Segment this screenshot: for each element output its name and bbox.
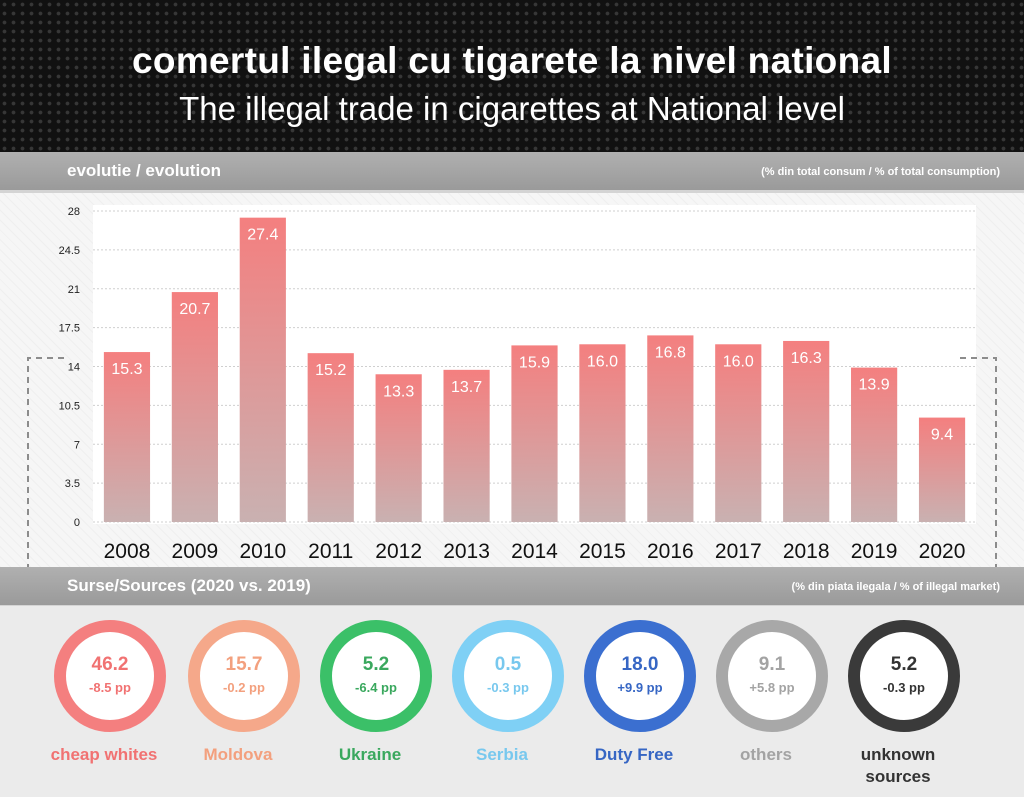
bar-value-label: 16.0 (723, 353, 754, 370)
source-ring: 0.5 -0.3 pp (452, 620, 564, 732)
source-value: 9.1 (758, 654, 786, 675)
source-value: 5.2 (362, 654, 390, 675)
bar (375, 374, 422, 522)
bar-value-label: 15.2 (315, 362, 346, 379)
source-others: 9.1 +5.8 pp others (710, 620, 834, 790)
x-tick-label: 2015 (579, 540, 626, 563)
source-value: 5.2 (890, 654, 918, 675)
bar (783, 340, 830, 522)
dashed-connector-left (27, 357, 64, 567)
source-change: +5.8 pp (749, 680, 795, 695)
x-tick-label: 2016 (647, 540, 694, 563)
x-tick-label: 2019 (851, 540, 898, 563)
source-duty-free: 18.0 +9.9 pp Duty Free (578, 620, 702, 790)
x-tick-label: 2013 (443, 540, 490, 563)
source-change: -0.3 pp (883, 680, 925, 695)
evolution-section-bar: evolutie / evolution (% din total consum… (0, 152, 1024, 193)
bar-value-label: 27.4 (247, 227, 278, 244)
evolution-section-label: evolutie / evolution (67, 161, 221, 180)
bar (918, 417, 966, 522)
page-subtitle: The illegal trade in cigarettes at Natio… (179, 90, 845, 127)
dashed-connector-right (960, 357, 997, 567)
x-tick-label: 2008 (104, 540, 151, 563)
bar (443, 369, 490, 522)
y-tick-label: 28 (68, 206, 80, 218)
y-tick-label: 21 (68, 284, 80, 296)
y-tick-label: 7 (74, 439, 80, 451)
bar (239, 217, 286, 522)
source-value: 15.7 (225, 654, 263, 675)
x-tick-label: 2020 (919, 540, 966, 563)
bar-value-label: 13.3 (383, 383, 414, 400)
source-value: 46.2 (91, 654, 129, 675)
bar (715, 344, 762, 522)
source-value: 18.0 (621, 654, 659, 675)
y-tick-label: 14 (68, 362, 80, 374)
source-change: -8.5 pp (89, 680, 131, 695)
bar (171, 292, 218, 522)
source-name: Serbia (476, 745, 528, 764)
source-ring: 15.7 -0.2 pp (188, 620, 300, 732)
y-tick-label: 24.5 (59, 245, 80, 257)
bar-value-label: 15.9 (519, 354, 550, 371)
header-banner: comertul ilegal cu tigarete la nivel nat… (0, 0, 1024, 152)
page-title: comertul ilegal cu tigarete la nivel nat… (132, 40, 892, 81)
sources-section-label: Surse/Sources (2020 vs. 2019) (67, 576, 311, 595)
source-name: cheap whites (50, 745, 158, 764)
chart-bars (103, 217, 966, 522)
bar-value-label: 16.3 (791, 350, 822, 367)
bar-value-label: 13.9 (859, 377, 890, 394)
x-tick-label: 2018 (783, 540, 830, 563)
bar-value-label: 13.7 (451, 379, 482, 396)
evolution-unit-note: (% din total consum / % of total consump… (761, 166, 1000, 178)
source-ukraine: 5.2 -6.4 pp Ukraine (314, 620, 438, 790)
bar-value-label: 15.3 (111, 361, 142, 378)
source-name: Duty Free (594, 745, 674, 764)
source-ring: 5.2 -6.4 pp (320, 620, 432, 732)
source-change: +9.9 pp (617, 680, 663, 695)
bar-value-label: 16.8 (655, 344, 686, 361)
source-value: 0.5 (494, 654, 522, 675)
evolution-bar-chart: 0 3.5 7 10.5 14 17.5 21 24.5 28 15.3 20.7 27.4 15.2… (27, 206, 997, 567)
source-name: Ukraine (338, 745, 402, 764)
x-tick-label: 2012 (375, 540, 422, 563)
y-tick-label: 17.5 (59, 323, 80, 335)
source-ring: 9.1 +5.8 pp (716, 620, 828, 732)
bar (851, 367, 898, 522)
y-axis-ticks: 0 3.5 7 10.5 14 17.5 21 24.5 28 (59, 206, 80, 529)
x-tick-label: 2017 (715, 540, 762, 563)
source-ring: 5.2 -0.3 pp (848, 620, 960, 732)
bar (511, 345, 558, 522)
source-moldova: 15.7 -0.2 pp Moldova (182, 620, 306, 790)
source-name: Moldova (203, 745, 273, 764)
y-tick-label: 3.5 (65, 478, 80, 490)
source-change: -6.4 pp (355, 680, 397, 695)
source-ring: 46.2 -8.5 pp (54, 620, 166, 732)
source-change: -0.2 pp (223, 680, 265, 695)
source-ring: 18.0 +9.9 pp (584, 620, 696, 732)
bar (579, 344, 626, 522)
source-cheap-whites: 46.2 -8.5 pp cheap whites (48, 620, 172, 790)
bar-value-label: 9.4 (931, 427, 953, 444)
bar-value-labels: 15.3 20.7 27.4 15.2 13.3 13.7 15.9 16.0 16.8 16.0… (111, 227, 953, 444)
source-name: others (740, 745, 792, 764)
x-axis-ticks: 2008 2009 2010 2011 2012 2013 2014 2015 2016 2017… (104, 540, 966, 563)
y-tick-label: 0 (74, 517, 80, 529)
source-serbia: 0.5 -0.3 pp Serbia (446, 620, 570, 790)
bar (307, 353, 354, 522)
x-tick-label: 2010 (239, 540, 286, 563)
source-unknown-sources: 5.2 -0.3 pp unknown sources (842, 620, 966, 790)
sources-section-bar: Surse/Sources (2020 vs. 2019) (% din pia… (0, 567, 1024, 608)
x-tick-label: 2009 (172, 540, 219, 563)
bar-value-label: 16.0 (587, 353, 618, 370)
x-tick-label: 2014 (511, 540, 558, 563)
bar (647, 335, 694, 522)
x-tick-label: 2011 (308, 540, 353, 563)
sources-unit-note: (% din piata ilegala / % of illegal mark… (791, 581, 1000, 593)
bar-value-label: 20.7 (179, 301, 210, 318)
source-name: unknown sources (860, 745, 936, 786)
y-tick-label: 10.5 (59, 400, 80, 412)
source-change: -0.3 pp (487, 680, 529, 695)
bar (103, 352, 151, 522)
